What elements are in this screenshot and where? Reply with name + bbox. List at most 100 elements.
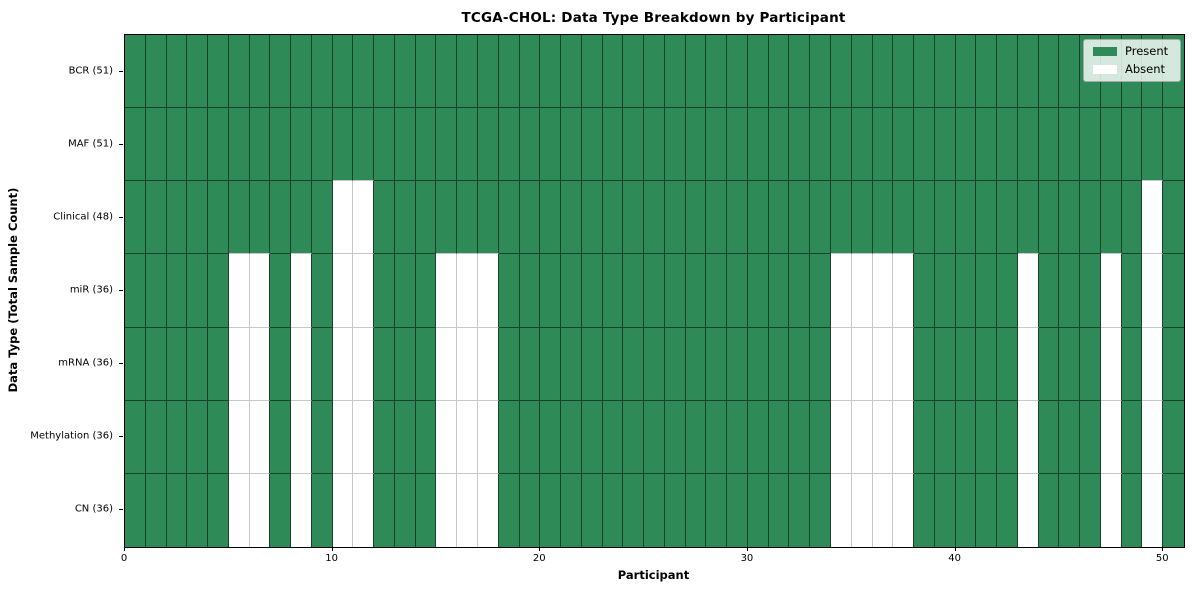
heatmap-cell <box>1121 181 1143 255</box>
heatmap-cell <box>1017 108 1039 182</box>
heatmap-cell <box>727 400 748 474</box>
heatmap-cell <box>166 181 188 255</box>
heatmap-cell <box>561 108 582 182</box>
heatmap-cell <box>415 473 437 547</box>
heatmap-cell <box>291 108 312 182</box>
chart-title: TCGA-CHOL: Data Type Breakdown by Partic… <box>461 10 846 26</box>
heatmap-cell <box>1100 327 1122 401</box>
heatmap-cell <box>1142 108 1164 182</box>
x-axis-label: Participant <box>617 568 690 582</box>
heatmap-cell <box>270 473 292 547</box>
heatmap-cell <box>644 35 665 109</box>
heatmap-cell <box>1017 400 1039 474</box>
heatmap-cell <box>1142 327 1164 401</box>
heatmap-cell <box>810 181 831 255</box>
heatmap-cell <box>955 181 977 255</box>
heatmap-cell <box>436 181 458 255</box>
heatmap-cell <box>976 473 998 547</box>
heatmap-cell <box>872 400 894 474</box>
y-tick-mark <box>119 143 123 145</box>
heatmap-cell <box>851 473 873 547</box>
heatmap-cell <box>415 35 437 109</box>
heatmap-cell <box>768 181 790 255</box>
heatmap-cell <box>1163 400 1184 474</box>
heatmap-cell <box>644 108 665 182</box>
heatmap-cell <box>249 327 271 401</box>
heatmap-cell <box>291 473 312 547</box>
heatmap-cell <box>706 254 728 328</box>
heatmap-cell <box>955 473 977 547</box>
y-tick-mark <box>119 216 123 218</box>
heatmap-cell <box>561 181 582 255</box>
heatmap-cell <box>830 254 852 328</box>
legend-label-absent: Absent <box>1125 61 1166 76</box>
heatmap-cell <box>727 254 748 328</box>
heatmap-cell <box>1038 108 1060 182</box>
heatmap-cell <box>623 181 645 255</box>
heatmap-cell <box>810 254 831 328</box>
heatmap-cell <box>498 327 520 401</box>
heatmap-cell <box>851 108 873 182</box>
heatmap-cell <box>519 181 541 255</box>
heatmap-cell <box>1163 108 1184 182</box>
heatmap-cell <box>249 400 271 474</box>
heatmap-cell <box>208 400 229 474</box>
heatmap-cell <box>125 108 146 182</box>
heatmap-cell <box>1017 181 1039 255</box>
heatmap-cell <box>685 35 707 109</box>
heatmap-cell <box>789 181 811 255</box>
heatmap-cell <box>519 254 541 328</box>
heatmap-cell <box>914 181 935 255</box>
heatmap-cell <box>436 327 458 401</box>
heatmap-cell <box>893 473 915 547</box>
heatmap-cell <box>685 327 707 401</box>
heatmap-cell <box>477 35 499 109</box>
heatmap-cell <box>644 473 665 547</box>
heatmap-cell <box>332 108 354 182</box>
heatmap-cell <box>311 108 333 182</box>
heatmap-cell <box>374 108 395 182</box>
x-tick-mark <box>746 547 748 551</box>
heatmap-cell <box>934 108 956 182</box>
heatmap-cell <box>249 181 271 255</box>
heatmap-cell <box>1038 327 1060 401</box>
heatmap-cell <box>789 35 811 109</box>
x-axis: 0 10 20 30 40 50 <box>121 547 1183 569</box>
heatmap-cell <box>581 108 603 182</box>
heatmap-cell <box>561 400 582 474</box>
heatmap-cell <box>1100 108 1122 182</box>
heatmap-cell <box>1059 181 1081 255</box>
heatmap-cell <box>914 400 935 474</box>
heatmap-cell <box>706 35 728 109</box>
heatmap-cell <box>934 327 956 401</box>
heatmap-cell <box>1163 327 1184 401</box>
heatmap-cell <box>1100 254 1122 328</box>
heatmap-cell <box>789 254 811 328</box>
heatmap-cell <box>125 400 146 474</box>
heatmap-cell <box>498 473 520 547</box>
heatmap-cell <box>997 473 1018 547</box>
heatmap-cell <box>685 254 707 328</box>
x-tick-mark <box>331 547 333 551</box>
heatmap-cell <box>623 327 645 401</box>
heatmap-cell <box>768 327 790 401</box>
heatmap-cell <box>291 181 312 255</box>
heatmap-cell <box>353 327 375 401</box>
x-tick-mark <box>954 547 956 551</box>
heatmap-cell <box>228 254 250 328</box>
heatmap-cell <box>851 254 873 328</box>
heatmap-cell <box>602 254 624 328</box>
heatmap-cell <box>955 400 977 474</box>
heatmap-cell <box>332 473 354 547</box>
heatmap-cell <box>208 108 229 182</box>
heatmap-cell <box>664 400 686 474</box>
heatmap-cell <box>1142 181 1164 255</box>
heatmap-cell <box>997 254 1018 328</box>
heatmap-cell <box>291 400 312 474</box>
heatmap-cell <box>976 400 998 474</box>
heatmap-cell <box>644 327 665 401</box>
heatmap-cell <box>727 35 748 109</box>
heatmap-cell <box>477 254 499 328</box>
heatmap-cell <box>706 108 728 182</box>
